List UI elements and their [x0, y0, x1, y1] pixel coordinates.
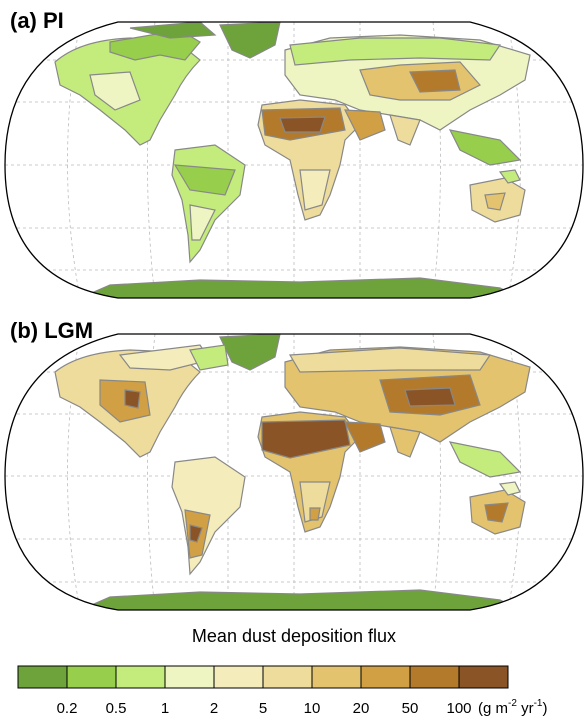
colorbar-title: Mean dust deposition flux	[191, 626, 397, 646]
colorbar-box	[164, 665, 215, 689]
colorbar-box	[409, 665, 460, 689]
colorbar-tick-label: 2	[210, 700, 218, 717]
colorbar-tick-label: 1	[161, 700, 169, 717]
colorbar-tick-label: 50	[402, 700, 419, 717]
colorbar-tick-label: 10	[304, 700, 321, 717]
colorbar-boxes	[17, 665, 509, 689]
colorbar-tick-label: 0.2	[57, 700, 78, 717]
colorbar-box	[262, 665, 313, 689]
colorbar-tick-label: 0.5	[106, 700, 127, 717]
colorbar-unit: (g m-2 yr-1)	[478, 698, 547, 717]
colorbar-tick-label: 100	[446, 700, 471, 717]
colorbar-labels: 0.2 0.5 1 2 5 10 20 50 100	[57, 700, 472, 717]
map-lgm	[4, 333, 584, 611]
colorbar-box	[213, 665, 264, 689]
colorbar: 0.2 0.5 1 2 5 10 20 50 100 (g m-2 yr-1)	[17, 665, 547, 717]
map-pi	[4, 21, 584, 299]
colorbar-box	[115, 665, 166, 689]
colorbar-box	[360, 665, 411, 689]
panel-a-label: (a) PI	[10, 8, 64, 33]
colorbar-box	[66, 665, 117, 689]
colorbar-box	[17, 665, 68, 689]
colorbar-box	[458, 665, 509, 689]
colorbar-tick-label: 20	[353, 700, 370, 717]
colorbar-box	[311, 665, 362, 689]
panel-b-label: (b) LGM	[10, 318, 94, 343]
colorbar-tick-label: 5	[259, 700, 267, 717]
